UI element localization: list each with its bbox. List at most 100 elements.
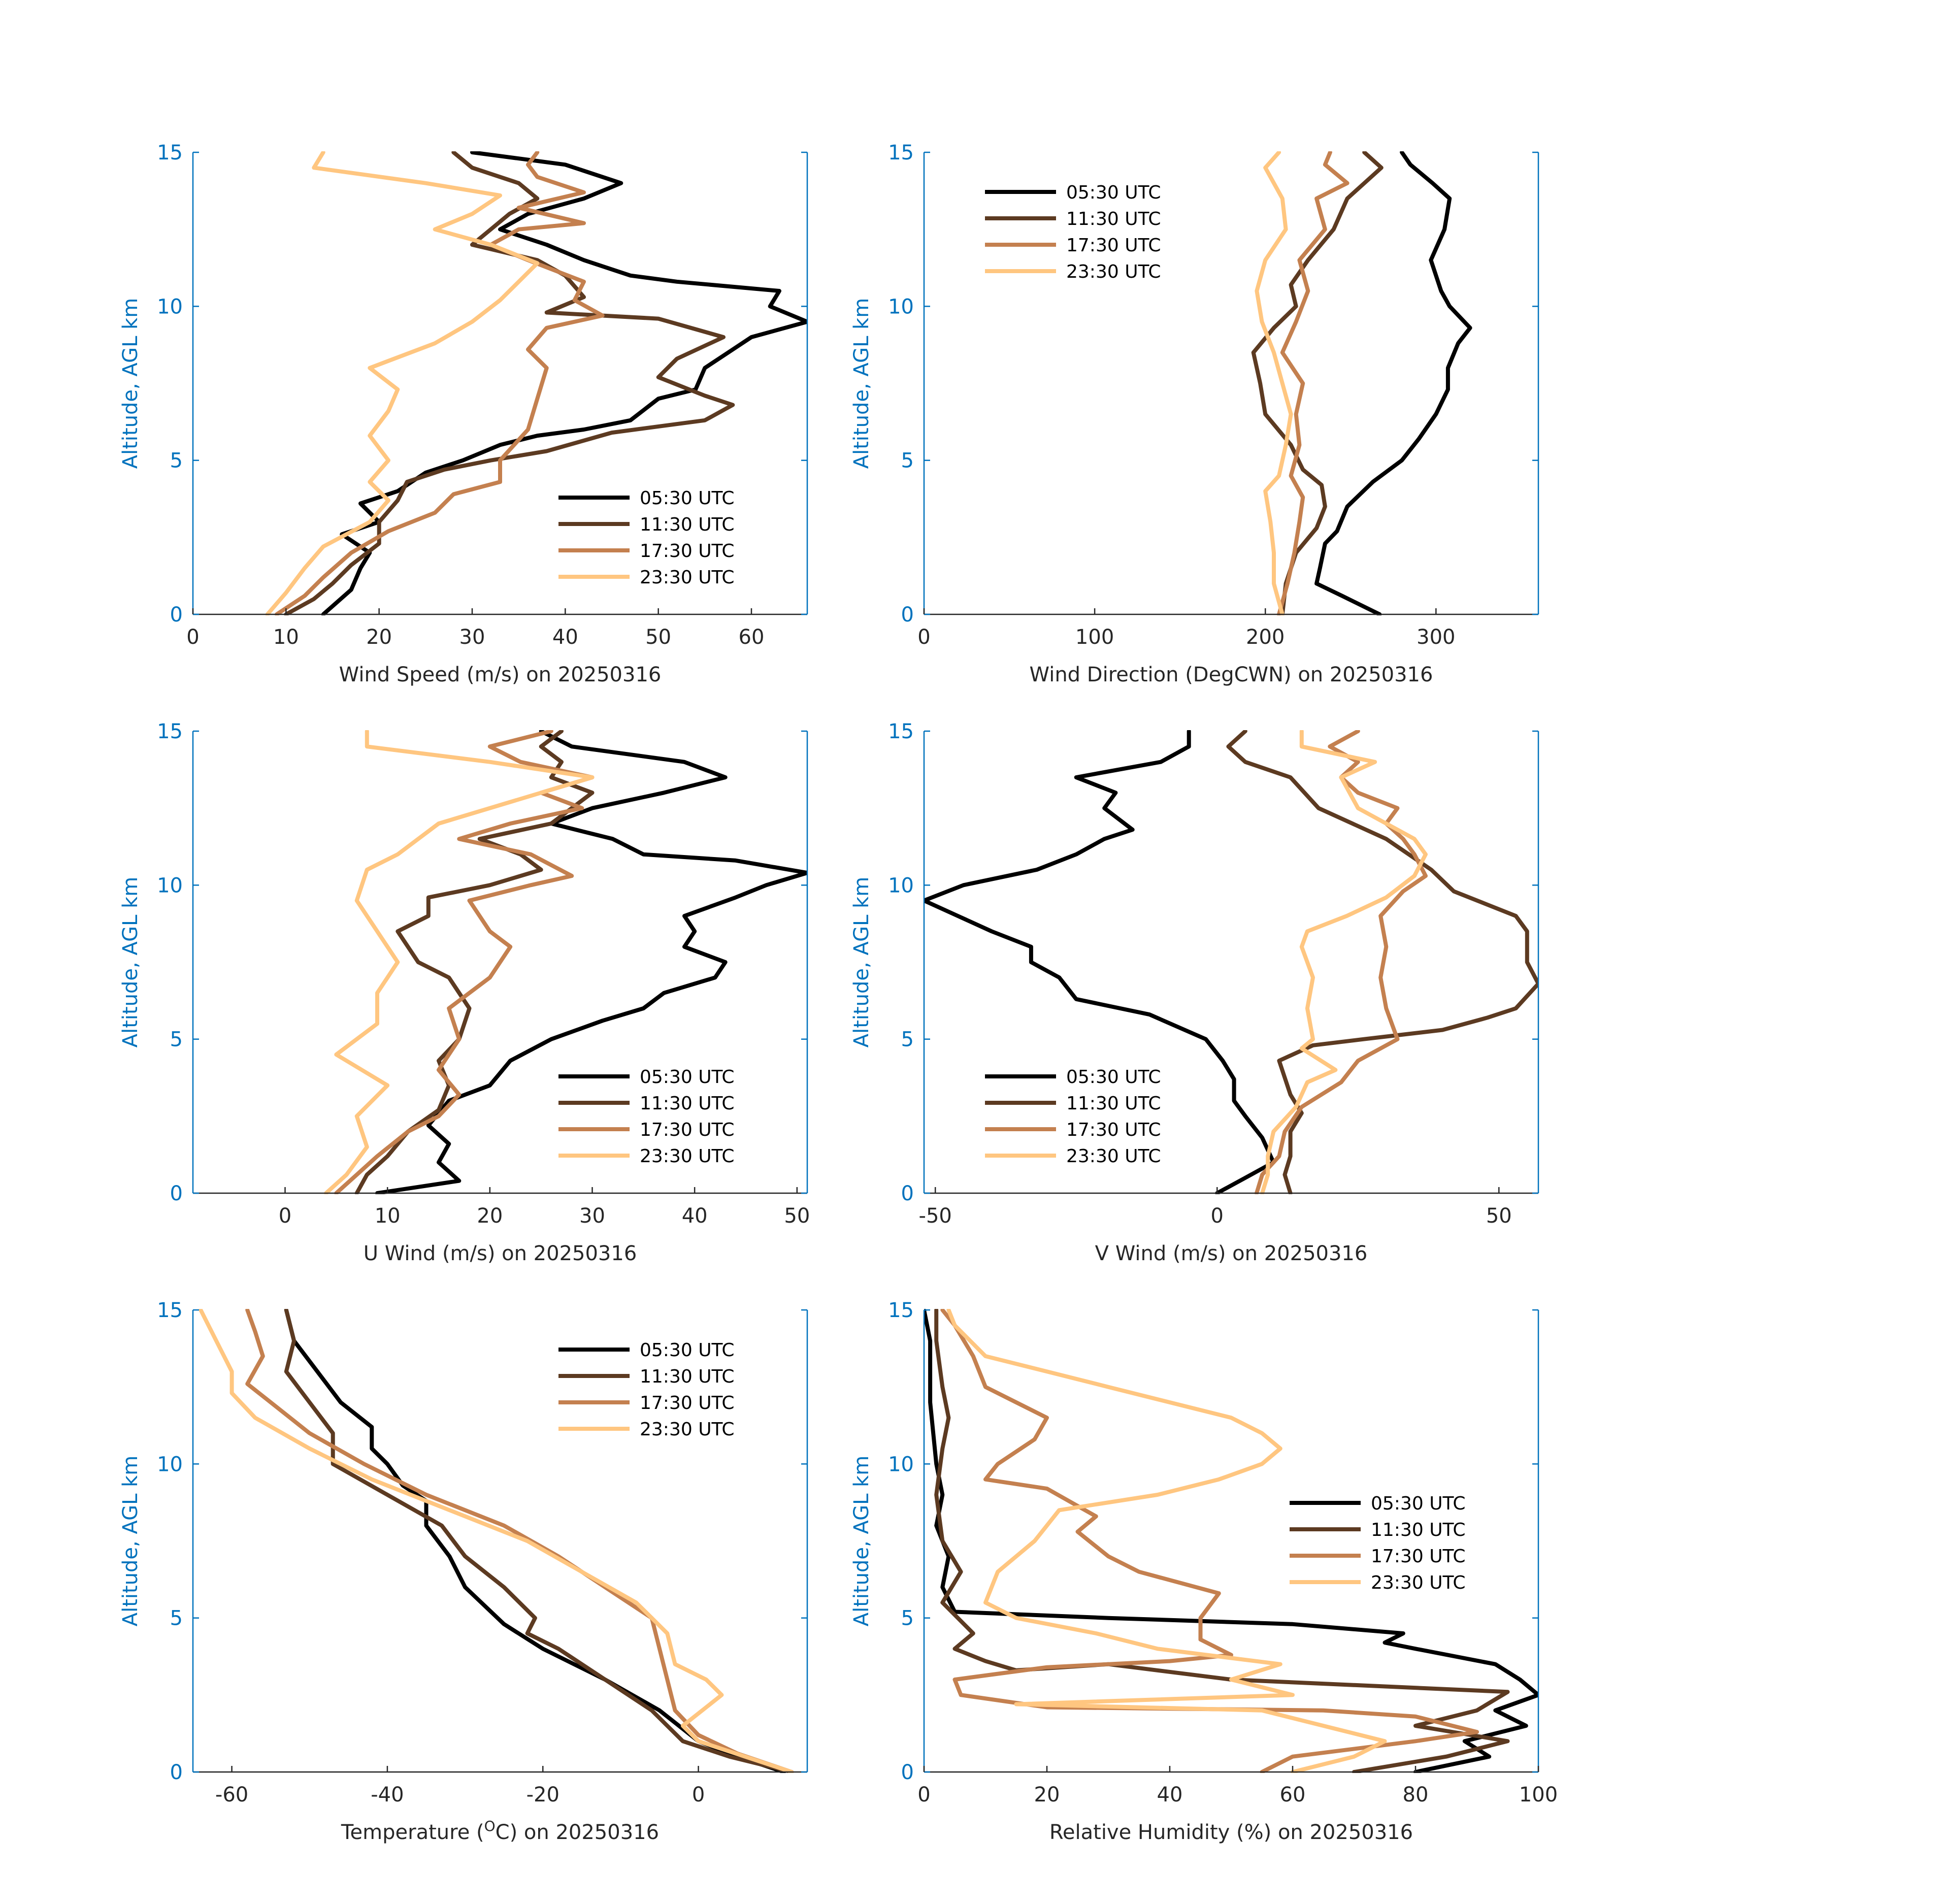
legend-label: 17:30 UTC	[1066, 235, 1161, 256]
y-tick-label: 15	[157, 720, 183, 743]
x-axis-label: Wind Speed (m/s) on 20250316	[339, 663, 662, 686]
x-tick-label: 20	[477, 1204, 503, 1228]
x-tick-label: 100	[1075, 626, 1114, 649]
x-tick-label: 80	[1403, 1783, 1429, 1807]
y-axis-label: Altitude, AGL km	[850, 1456, 873, 1627]
chart-panel-2: 0 5 10 15 0 100 200 300 Wind Direction (DegCWN) …	[850, 141, 1539, 686]
y-tick-label: 15	[888, 720, 914, 743]
y-tick-label: 15	[157, 1299, 183, 1322]
legend-label: 11:30 UTC	[640, 514, 735, 535]
legend-label: 05:30 UTC	[640, 488, 735, 509]
series-line-2	[354, 730, 595, 1194]
y-tick-label: 10	[888, 874, 914, 897]
y-tick-label: 5	[170, 449, 183, 473]
y-tick-label: 0	[170, 1182, 183, 1205]
series-line-1	[284, 1309, 786, 1773]
x-tick-label: 0	[1211, 1204, 1224, 1228]
legend: 05:30 UTC 11:30 UTC 17:30 UTC 23:30 UTC	[985, 182, 1161, 282]
y-tick-label: 10	[888, 1453, 914, 1476]
y-tick-label: 0	[901, 1761, 914, 1784]
y-tick-label: 0	[901, 603, 914, 627]
legend-label: 23:30 UTC	[1066, 261, 1161, 282]
x-tick-label: 30	[579, 1204, 605, 1228]
y-tick-label: 10	[157, 295, 183, 318]
x-tick-label: 60	[1280, 1783, 1306, 1807]
series-line-1	[375, 730, 807, 1194]
x-tick-label: 0	[692, 1783, 705, 1807]
x-tick-label: 300	[1417, 626, 1455, 649]
chart-panel-1: 0 5 10 15 0 10 20 30 40 50 60 Wind Speed (m/s) on 2…	[119, 141, 808, 686]
legend-label: 23:30 UTC	[1066, 1146, 1161, 1167]
x-tick-label: 0	[917, 1783, 930, 1807]
x-tick-label: 40	[552, 626, 578, 649]
chart-panel-5: 0 5 10 15 -60 -40 -20 0 Temperature (OC) on 2025…	[119, 1299, 808, 1844]
chart-panel-3: 0 5 10 15 0 10 20 30 40 50 U Wind (m/s) on 2025031…	[119, 720, 810, 1265]
series-group	[924, 1309, 1538, 1773]
x-tick-label: 40	[682, 1204, 708, 1228]
legend-label: 05:30 UTC	[1371, 1493, 1466, 1514]
y-tick-label: 10	[888, 295, 914, 318]
y-axis-label: Altitude, AGL km	[850, 877, 873, 1048]
legend-label: 17:30 UTC	[640, 1393, 735, 1414]
x-axis-label: V Wind (m/s) on 20250316	[1095, 1242, 1368, 1265]
series-line-2	[284, 151, 735, 615]
legend-label: 23:30 UTC	[640, 1419, 735, 1440]
series-group	[265, 151, 807, 615]
x-tick-label: 0	[279, 1204, 291, 1228]
y-tick-label: 5	[170, 1028, 183, 1052]
x-tick-label: 10	[375, 1204, 401, 1228]
series-line-4	[946, 1309, 1387, 1773]
y-axis-label: Altitude, AGL km	[119, 877, 142, 1048]
y-axis-label: Altitude, AGL km	[119, 298, 142, 469]
legend: 05:30 UTC 11:30 UTC 17:30 UTC 23:30 UTC	[558, 1067, 735, 1167]
y-tick-label: 0	[170, 1761, 183, 1784]
y-tick-label: 5	[901, 449, 914, 473]
legend-label: 05:30 UTC	[640, 1067, 735, 1088]
y-tick-label: 5	[901, 1028, 914, 1052]
x-tick-label: 200	[1246, 626, 1285, 649]
x-tick-label: 50	[645, 626, 671, 649]
x-tick-label: 0	[917, 626, 930, 649]
series-line-2	[284, 1309, 794, 1773]
series-group	[199, 1309, 794, 1773]
y-tick-label: 15	[157, 141, 183, 165]
x-tick-label: 60	[739, 626, 765, 649]
legend-label: 11:30 UTC	[1066, 209, 1161, 229]
series-line-2	[1226, 730, 1538, 1194]
series-line-2	[1251, 151, 1384, 615]
series-line-3	[1277, 151, 1349, 615]
series-line-1	[1314, 151, 1472, 615]
legend-label: 17:30 UTC	[640, 1120, 735, 1140]
x-axis-label: U Wind (m/s) on 20250316	[364, 1242, 637, 1265]
x-tick-label: 20	[366, 626, 392, 649]
legend-label: 17:30 UTC	[1371, 1546, 1466, 1567]
series-line-3	[334, 730, 595, 1194]
series-group	[324, 730, 807, 1194]
legend-label: 11:30 UTC	[1371, 1520, 1466, 1540]
series-line-4	[199, 1309, 794, 1773]
legend-label: 11:30 UTC	[1066, 1093, 1161, 1114]
legend: 05:30 UTC 11:30 UTC 17:30 UTC 23:30 UTC	[558, 488, 735, 588]
y-tick-label: 15	[888, 1299, 914, 1322]
x-tick-label: 0	[186, 626, 199, 649]
series-line-3	[275, 151, 605, 615]
series-line-4	[1260, 730, 1428, 1194]
x-axis-label: Temperature (OC) on 20250316	[341, 1818, 659, 1844]
series-line-3	[1255, 730, 1428, 1194]
legend-label: 23:30 UTC	[640, 1146, 735, 1167]
series-line-4	[324, 730, 595, 1194]
x-tick-label: 10	[273, 626, 299, 649]
legend-label: 17:30 UTC	[640, 541, 735, 562]
x-tick-label: 100	[1519, 1783, 1558, 1807]
x-tick-label: -50	[919, 1204, 952, 1228]
series-line-3	[940, 1309, 1479, 1773]
legend-label: 05:30 UTC	[640, 1340, 735, 1361]
series-group	[1251, 151, 1472, 615]
x-tick-label: 20	[1034, 1783, 1060, 1807]
series-group	[924, 730, 1538, 1194]
x-axis-label: Relative Humidity (%) on 20250316	[1049, 1821, 1413, 1844]
x-tick-label: 50	[784, 1204, 810, 1228]
legend-label: 05:30 UTC	[1066, 1067, 1161, 1088]
x-tick-label: -20	[526, 1783, 559, 1807]
